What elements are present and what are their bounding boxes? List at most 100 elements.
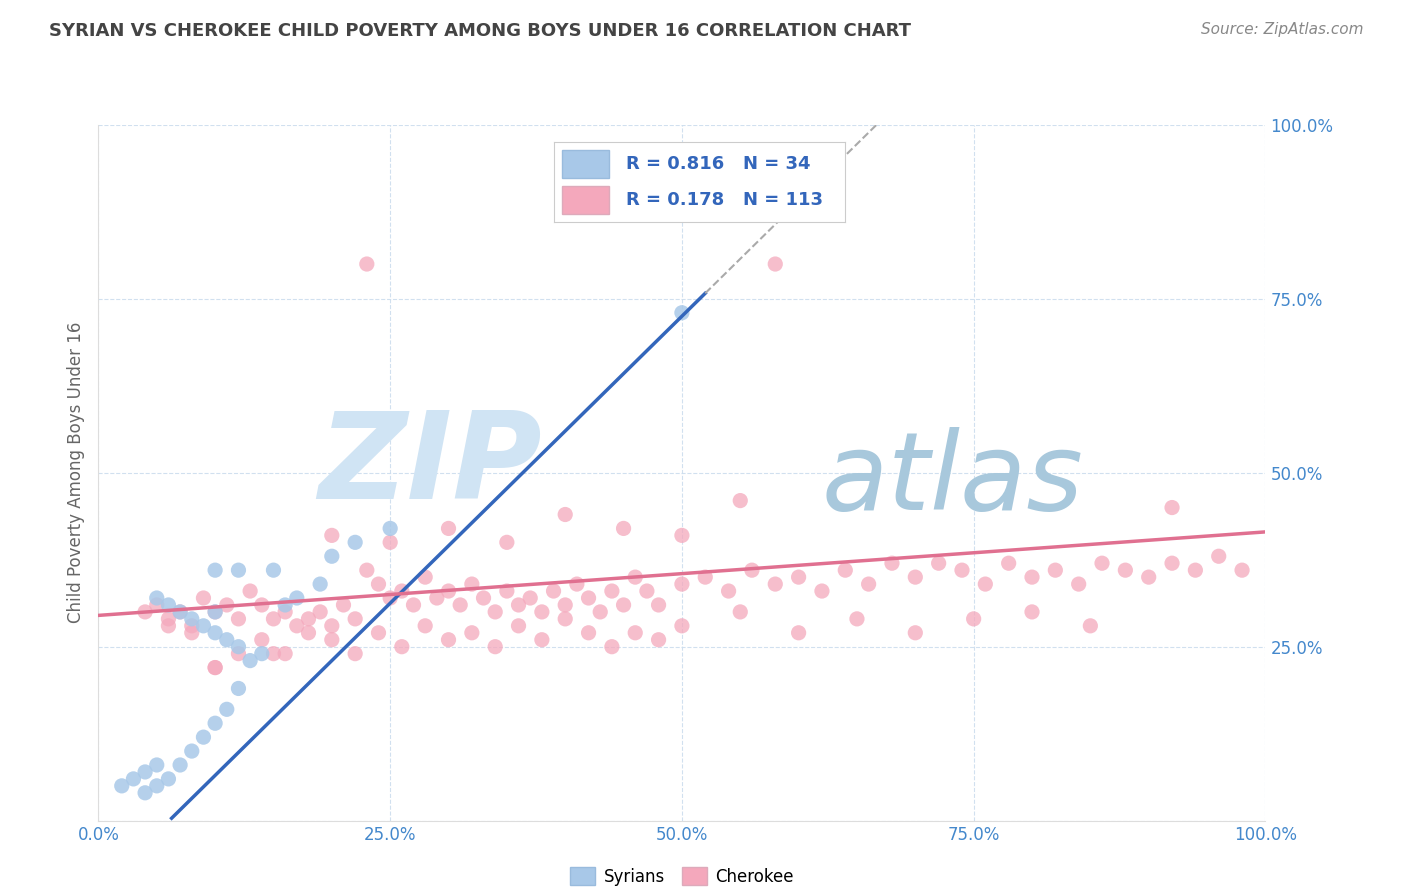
Point <box>495 535 517 549</box>
Point <box>554 612 576 626</box>
Point <box>332 598 354 612</box>
Point <box>344 612 367 626</box>
Point <box>309 605 332 619</box>
Point <box>204 660 226 674</box>
Point <box>1161 556 1184 570</box>
FancyBboxPatch shape <box>562 150 609 178</box>
Point <box>378 535 402 549</box>
Point <box>1208 549 1230 564</box>
Point <box>530 632 553 647</box>
Point <box>250 632 273 647</box>
Point <box>344 647 367 661</box>
Point <box>449 598 471 612</box>
Point <box>274 598 297 612</box>
Point <box>484 605 506 619</box>
Point <box>1114 563 1136 577</box>
Point <box>928 556 950 570</box>
Point <box>472 591 495 605</box>
Point <box>858 577 880 591</box>
Point <box>215 702 238 716</box>
Point <box>321 549 343 564</box>
Point <box>356 563 378 577</box>
Point <box>636 584 658 599</box>
Point <box>204 716 226 731</box>
Point <box>974 577 997 591</box>
Point <box>157 598 180 612</box>
Text: SYRIAN VS CHEROKEE CHILD POVERTY AMONG BOYS UNDER 16 CORRELATION CHART: SYRIAN VS CHEROKEE CHILD POVERTY AMONG B… <box>49 22 911 40</box>
Point <box>787 570 810 584</box>
Point <box>578 625 600 640</box>
Point <box>530 605 553 619</box>
Point <box>880 556 903 570</box>
Text: atlas: atlas <box>823 427 1084 533</box>
Point <box>787 625 810 640</box>
Point <box>228 612 250 626</box>
Point <box>228 647 250 661</box>
Point <box>146 598 169 612</box>
Point <box>543 584 565 599</box>
Point <box>1021 570 1043 584</box>
Point <box>647 632 669 647</box>
Point <box>997 556 1019 570</box>
Point <box>484 640 506 654</box>
Point <box>834 563 856 577</box>
Point <box>950 563 973 577</box>
Point <box>262 647 284 661</box>
Point <box>157 772 180 786</box>
Point <box>695 570 717 584</box>
Point <box>554 598 576 612</box>
Point <box>811 584 834 599</box>
Point <box>111 779 134 793</box>
Text: R = 0.178   N = 113: R = 0.178 N = 113 <box>627 191 824 210</box>
Point <box>215 598 238 612</box>
Point <box>285 619 308 633</box>
Point <box>391 584 413 599</box>
Point <box>215 632 238 647</box>
Point <box>193 591 215 605</box>
Point <box>624 570 647 584</box>
Point <box>730 493 752 508</box>
Point <box>228 681 250 696</box>
Point <box>180 744 202 758</box>
Point <box>1137 570 1160 584</box>
Point <box>600 584 623 599</box>
Point <box>239 654 262 668</box>
Point <box>845 612 868 626</box>
Point <box>1067 577 1090 591</box>
Point <box>589 605 612 619</box>
Point <box>378 591 402 605</box>
Point <box>1021 605 1043 619</box>
Point <box>204 625 226 640</box>
Point <box>1045 563 1067 577</box>
Legend: Syrians, Cherokee: Syrians, Cherokee <box>564 861 800 892</box>
Point <box>1230 563 1253 577</box>
Point <box>297 612 319 626</box>
Point <box>671 528 693 542</box>
Point <box>321 528 343 542</box>
Point <box>426 591 449 605</box>
Point <box>624 625 647 640</box>
Point <box>1080 619 1102 633</box>
Point <box>612 521 634 535</box>
Point <box>169 605 191 619</box>
Point <box>309 577 332 591</box>
Point <box>297 625 319 640</box>
Point <box>250 647 273 661</box>
Point <box>904 570 927 584</box>
Point <box>508 619 530 633</box>
Point <box>763 257 786 271</box>
Point <box>356 257 378 271</box>
Point <box>204 563 226 577</box>
Point <box>495 584 517 599</box>
Point <box>1184 563 1206 577</box>
Point <box>134 605 156 619</box>
Point <box>228 563 250 577</box>
Point <box>239 584 262 599</box>
Point <box>169 605 191 619</box>
Point <box>146 779 169 793</box>
Point <box>519 591 541 605</box>
Point <box>402 598 425 612</box>
Point <box>180 625 202 640</box>
Point <box>904 625 927 640</box>
Point <box>391 640 413 654</box>
